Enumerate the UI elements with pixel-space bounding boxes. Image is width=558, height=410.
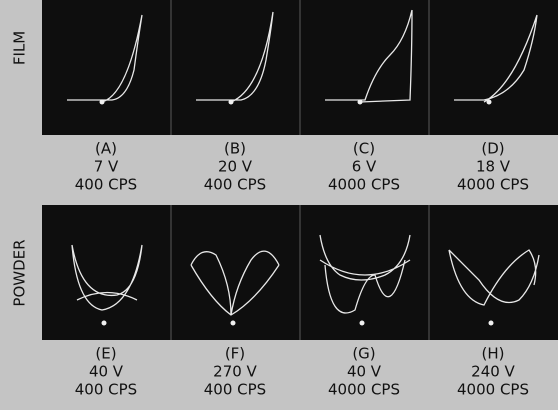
panel-voltage: 40 V: [89, 363, 124, 381]
origin-dot: [231, 321, 236, 326]
panel-letter: (A): [95, 140, 117, 158]
panel-voltage: 6 V: [352, 158, 377, 176]
oscillogram: [171, 205, 300, 340]
origin-dot: [229, 100, 234, 105]
oscillogram: [429, 205, 558, 340]
oscillogram: [300, 205, 429, 340]
origin-dot: [360, 321, 365, 326]
panel-letter: (H): [482, 345, 505, 363]
origin-dot: [100, 100, 105, 105]
panel-letter: (G): [352, 345, 375, 363]
origin-dot: [102, 321, 107, 326]
panel-frequency: 400 CPS: [75, 381, 137, 399]
panel-letter: (D): [481, 140, 504, 158]
row-label: POWDER: [11, 239, 29, 306]
panel-voltage: 270 V: [213, 363, 257, 381]
origin-dot: [489, 321, 494, 326]
panel-voltage: 7 V: [94, 158, 119, 176]
panel-frequency: 4000 CPS: [328, 176, 400, 194]
panel-frequency: 4000 CPS: [457, 381, 529, 399]
oscillogram: [171, 0, 300, 135]
oscillogram: [42, 205, 171, 340]
panel-voltage: 40 V: [347, 363, 382, 381]
panel-frequency: 4000 CPS: [457, 176, 529, 194]
panel-frequency: 400 CPS: [75, 176, 137, 194]
origin-dot: [358, 100, 363, 105]
panel-frequency: 4000 CPS: [328, 381, 400, 399]
panel-frequency: 400 CPS: [204, 176, 266, 194]
oscillogram: [429, 0, 558, 135]
panel-voltage: 20 V: [218, 158, 253, 176]
row-label: FILM: [11, 31, 29, 65]
figure: FILM(A)7 V400 CPS(B)20 V400 CPS(C)6 V400…: [0, 0, 558, 410]
panel-frequency: 400 CPS: [204, 381, 266, 399]
panel-voltage: 240 V: [471, 363, 515, 381]
panel-letter: (B): [224, 140, 246, 158]
panel-letter: (C): [353, 140, 375, 158]
panel-voltage: 18 V: [476, 158, 511, 176]
oscillogram: [42, 0, 171, 135]
panel-letter: (F): [225, 345, 245, 363]
origin-dot: [487, 100, 492, 105]
panel-letter: (E): [95, 345, 116, 363]
